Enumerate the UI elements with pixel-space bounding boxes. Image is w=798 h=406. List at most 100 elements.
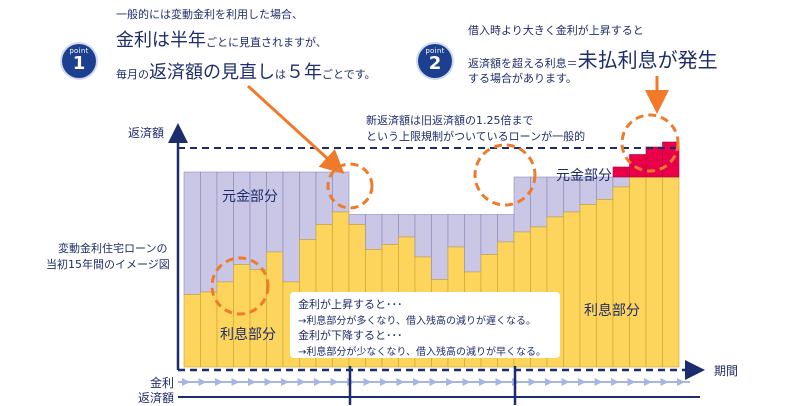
principal-bar bbox=[381, 214, 399, 245]
side-caption-line1: 変動金利住宅ローンの bbox=[58, 242, 168, 255]
point2-line2-a: 返済額を超える利息＝ bbox=[468, 57, 578, 70]
rate-timeline-arrow bbox=[545, 378, 553, 386]
unpaid-interest-bar bbox=[645, 146, 663, 178]
info-line3: 金利が下降すると･･･ bbox=[298, 329, 403, 342]
rate-timeline-arrow bbox=[479, 378, 487, 386]
rate-timeline-arrow bbox=[248, 378, 256, 386]
timeline bbox=[178, 366, 700, 405]
principal-bar bbox=[464, 214, 482, 273]
rate-timeline-arrow bbox=[396, 378, 405, 386]
rate-timeline-arrow bbox=[264, 378, 273, 386]
info-line2: →利息部分が多くなり、借入残高の減りが遅くなる。 bbox=[298, 316, 536, 327]
point1-line3-emphasis2: ５年 bbox=[286, 62, 322, 83]
principal-bar bbox=[183, 171, 201, 295]
highlight-circle-center bbox=[326, 162, 374, 210]
interest-bar bbox=[200, 291, 218, 368]
rate-timeline-arrow bbox=[413, 378, 421, 386]
timeline-rate-label: 金利 bbox=[150, 376, 175, 390]
rate-timeline-arrow bbox=[215, 378, 223, 386]
cap-note-line1: 新返済額は旧返済額の1.25倍まで bbox=[366, 114, 534, 127]
x-axis-label: 期間 bbox=[714, 364, 739, 378]
rate-timeline-arrow bbox=[611, 378, 619, 386]
principal-bar bbox=[513, 176, 531, 233]
principal-bar bbox=[612, 176, 630, 188]
interest-bar bbox=[612, 186, 630, 368]
principal-bar bbox=[480, 214, 498, 255]
rate-timeline-arrow bbox=[297, 378, 306, 386]
unpaid-interest-bar bbox=[629, 154, 647, 178]
point1-line1: 一般的には変動金利を利用した場合、 bbox=[116, 8, 303, 21]
interest-bar bbox=[629, 176, 647, 368]
principal-bar bbox=[348, 214, 366, 225]
point2-line2: 返済額を超える利息＝未払利息が発生 bbox=[468, 44, 718, 73]
point1-line3-emphasis: 返済額の見直し bbox=[149, 62, 275, 83]
principal-bar bbox=[530, 176, 548, 228]
rate-timeline-arrow bbox=[363, 378, 372, 386]
y-axis-label: 返済額 bbox=[128, 126, 165, 140]
rate-timeline-arrow bbox=[281, 378, 289, 386]
interest-bar bbox=[662, 176, 680, 368]
highlight-circle-right bbox=[473, 143, 537, 207]
principal-bar bbox=[497, 214, 515, 243]
principal-bar bbox=[200, 171, 218, 293]
point2-line1: 借入時より大きく金利が上昇すると bbox=[468, 24, 644, 37]
interest-label-left: 利息部分 bbox=[220, 327, 276, 343]
point1-badge-label: point bbox=[69, 47, 89, 55]
rate-timeline-arrow bbox=[677, 378, 685, 386]
pointer-arrow-1 bbox=[246, 84, 345, 175]
point1-line3: 毎月の返済額の見直しは５年ごとです。 bbox=[116, 58, 376, 84]
rate-timeline-arrow bbox=[594, 378, 603, 386]
principal-bar bbox=[447, 214, 465, 248]
interest-bar bbox=[579, 204, 597, 368]
rate-timeline-arrow bbox=[578, 378, 586, 386]
point2-badge-number: 2 bbox=[428, 53, 442, 74]
timeline-payment-label: 返済額 bbox=[138, 391, 175, 405]
principal-bar bbox=[431, 214, 449, 280]
rate-timeline-arrow bbox=[627, 378, 636, 386]
highlight-circle-top bbox=[620, 113, 680, 173]
interest-bar bbox=[596, 199, 614, 368]
point1-line2-emphasis: 金利は半年 bbox=[116, 30, 206, 51]
interest-bar bbox=[183, 294, 201, 368]
rate-timeline-arrow bbox=[182, 378, 190, 386]
info-line4: →利息部分が少なくなり、借入残高の減りが早くなる。 bbox=[298, 347, 546, 358]
interest-label-right: 利息部分 bbox=[584, 303, 640, 319]
point2-line3: する場合があります。 bbox=[468, 72, 577, 85]
principal-bar bbox=[414, 214, 432, 258]
principal-bar bbox=[266, 171, 284, 253]
point1-badge-number: 1 bbox=[72, 53, 86, 74]
rate-timeline-arrow bbox=[231, 378, 240, 386]
principal-bar bbox=[398, 214, 416, 238]
point2-badge-label: point bbox=[425, 47, 445, 55]
rate-timeline-arrow bbox=[429, 378, 438, 386]
principal-label-right: 元金部分 bbox=[556, 168, 612, 184]
principal-bar bbox=[365, 214, 383, 250]
interest-bar bbox=[645, 176, 663, 368]
rate-timeline-arrow bbox=[495, 378, 504, 386]
highlight-circle-left bbox=[210, 256, 270, 316]
info-line1: 金利が上昇すると･･･ bbox=[298, 298, 403, 311]
interest-bar bbox=[563, 211, 581, 368]
rate-timeline-arrow bbox=[528, 378, 537, 386]
cap-note-line2: という上限規制がついているローンが一般的 bbox=[366, 130, 586, 143]
rate-timeline-arrow bbox=[561, 378, 570, 386]
rate-timeline-arrow bbox=[330, 378, 339, 386]
point1-line2-rest: ごとに見直されますが、 bbox=[206, 36, 327, 49]
point1-line3-c: ごとです。 bbox=[322, 68, 376, 81]
rate-timeline-arrow bbox=[644, 378, 652, 386]
rate-timeline-arrow bbox=[462, 378, 471, 386]
point2-badge: point 2 bbox=[418, 44, 452, 78]
principal-bar bbox=[282, 171, 300, 283]
point1-badge: point 1 bbox=[62, 44, 96, 78]
point1-line3-b: は bbox=[275, 68, 286, 81]
rate-timeline-arrow bbox=[314, 378, 322, 386]
rate-timeline-arrow bbox=[446, 378, 454, 386]
point1-line2: 金利は半年ごとに見直されますが、 bbox=[116, 26, 327, 52]
rate-timeline-arrow bbox=[198, 378, 207, 386]
side-caption-line2: 当初15年間のイメージ図 bbox=[46, 258, 170, 271]
unpaid-interest-bar bbox=[612, 166, 630, 178]
point1-line3-a: 毎月の bbox=[116, 68, 149, 81]
interest-bar bbox=[233, 264, 251, 368]
info-box: 金利が上昇すると･･･ →利息部分が多くなり、借入残高の減りが遅くなる。 金利が… bbox=[290, 292, 560, 358]
rate-timeline-arrow bbox=[380, 378, 388, 386]
